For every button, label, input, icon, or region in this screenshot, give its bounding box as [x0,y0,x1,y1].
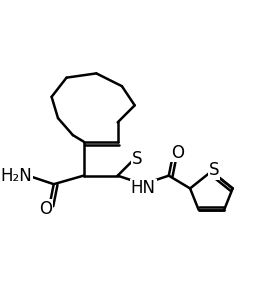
Text: O: O [39,200,52,218]
Text: S: S [209,161,219,179]
Text: S: S [132,149,142,167]
Text: H₂N: H₂N [1,167,32,185]
Text: O: O [171,144,184,162]
Text: HN: HN [131,180,156,198]
